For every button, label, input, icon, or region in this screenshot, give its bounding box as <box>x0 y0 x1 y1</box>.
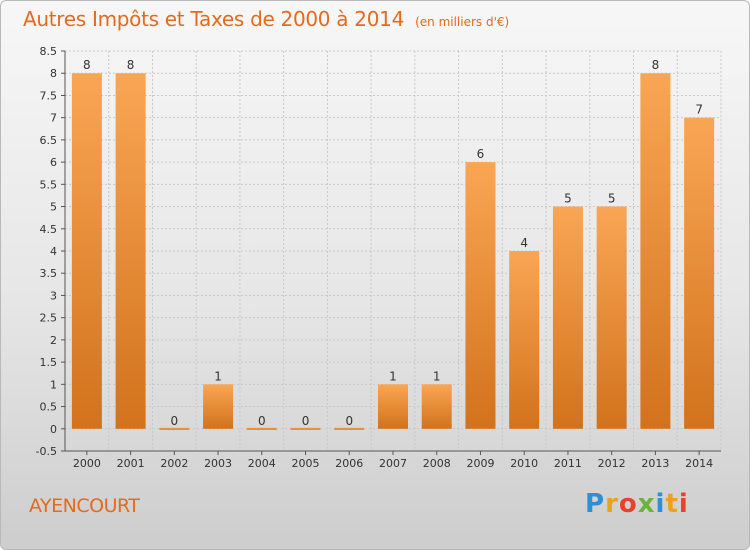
data-label-2008: 1 <box>433 369 441 383</box>
bars <box>71 73 715 430</box>
y-tick-label: 7 <box>50 112 57 125</box>
x-tick-label-2004: 2004 <box>248 457 276 470</box>
y-tick-label: 1.5 <box>40 356 58 369</box>
x-tick-label-2009: 2009 <box>466 457 494 470</box>
bar-2000 <box>71 73 102 429</box>
data-label-2011: 5 <box>564 192 572 206</box>
data-label-2005: 0 <box>302 414 310 428</box>
y-tick-label: 1 <box>50 378 57 391</box>
logo-letter: P <box>585 489 606 519</box>
x-tick-label-2001: 2001 <box>117 457 145 470</box>
x-tick-label-2013: 2013 <box>641 457 669 470</box>
bar-2005 <box>290 427 321 430</box>
y-tick-label: -0.5 <box>36 445 57 458</box>
data-label-2002: 0 <box>171 414 179 428</box>
x-tick-label-2005: 2005 <box>292 457 320 470</box>
x-tick-label-2006: 2006 <box>335 457 363 470</box>
data-label-2012: 5 <box>608 192 616 206</box>
data-label-2004: 0 <box>258 414 266 428</box>
x-tick-label-2000: 2000 <box>73 457 101 470</box>
y-tick-label: 3.5 <box>40 267 58 280</box>
commune-name: AYENCOURT <box>29 495 140 517</box>
x-tick-label-2011: 2011 <box>554 457 582 470</box>
data-label-2003: 1 <box>214 369 222 383</box>
axes <box>61 50 721 455</box>
y-tick-label: 0 <box>50 423 57 436</box>
y-tick-label: 4.5 <box>40 223 58 236</box>
data-label-2014: 7 <box>695 103 703 117</box>
y-tick-label: 3 <box>50 289 57 302</box>
x-tick-label-2002: 2002 <box>160 457 188 470</box>
x-tick-label-2014: 2014 <box>685 457 713 470</box>
y-tick-label: 2 <box>50 334 57 347</box>
labels: -0.5 0 0.5 1 1.5 2 2.5 3 3.5 4 4.5 5 5.5 6 6.5 7 7.5 8 8.5… <box>36 45 714 470</box>
y-tick-label: 6 <box>50 156 57 169</box>
x-tick-label-2007: 2007 <box>379 457 407 470</box>
logo-letter: x <box>637 489 656 519</box>
bar-2003 <box>203 384 234 429</box>
chart-title: Autres Impôts et Taxes de 2000 à 2014 <box>23 7 404 31</box>
bar-2012 <box>596 206 627 429</box>
data-label-2006: 0 <box>345 414 353 428</box>
y-tick-label: 5 <box>50 201 57 214</box>
y-tick-label: 4 <box>50 245 57 258</box>
x-tick-label-2008: 2008 <box>423 457 451 470</box>
proxiti-logo: Proxiti <box>585 489 689 519</box>
y-tick-label: 6.5 <box>40 134 58 147</box>
bar-2007 <box>378 384 408 429</box>
x-tick-label-2012: 2012 <box>598 457 626 470</box>
y-tick-label: 8.5 <box>40 45 58 58</box>
x-tick-label-2003: 2003 <box>204 457 232 470</box>
logo-letter: i <box>655 489 666 519</box>
y-tick-label: 0.5 <box>40 401 58 414</box>
bar-2006 <box>334 427 365 430</box>
bar-2011 <box>552 206 583 429</box>
chart-title-block: Autres Impôts et Taxes de 2000 à 2014 (e… <box>23 7 509 31</box>
x-tick-label-2010: 2010 <box>510 457 538 470</box>
data-label-2010: 4 <box>520 236 528 250</box>
y-tick-label: 7.5 <box>40 89 58 102</box>
logo-letter: r <box>605 489 619 519</box>
chart-subtitle: (en milliers d'€) <box>415 15 510 29</box>
bar-2004 <box>246 427 277 430</box>
bar-2010 <box>509 251 540 429</box>
bar-2014 <box>684 117 715 429</box>
y-tick-label: 8 <box>50 67 57 80</box>
logo-letter: t <box>665 489 679 519</box>
y-tick-label: 2.5 <box>40 312 58 325</box>
logo-letter: i <box>678 489 689 519</box>
data-label-2009: 6 <box>477 147 485 161</box>
data-label-2007: 1 <box>389 369 397 383</box>
data-label-2001: 8 <box>127 58 135 72</box>
bar-2013 <box>640 73 671 429</box>
bar-2009 <box>465 162 496 429</box>
bar-2002 <box>159 427 190 430</box>
bar-2008 <box>421 384 452 429</box>
data-label-2000: 8 <box>83 58 91 72</box>
bar-2001 <box>115 73 146 429</box>
y-tick-label: 5.5 <box>40 178 58 191</box>
logo-letter: o <box>618 489 638 519</box>
data-label-2013: 8 <box>652 58 660 72</box>
